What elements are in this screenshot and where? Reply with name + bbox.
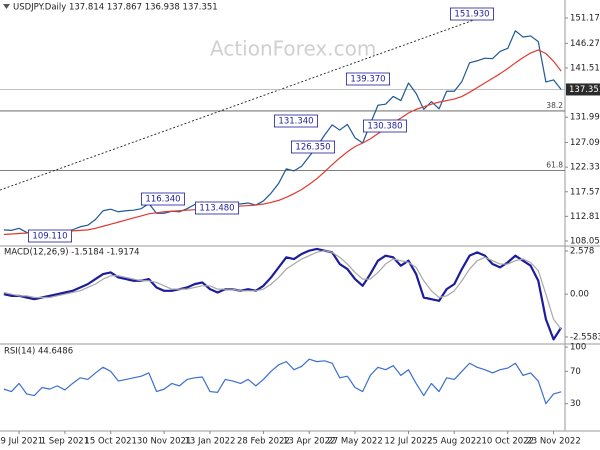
annotation-box (290, 140, 335, 154)
x-tick-label: 28 Feb 2022 (237, 437, 290, 447)
watermark: ActionForex.com (210, 37, 376, 61)
y-tick-label: 100 (570, 343, 586, 353)
y-tick-label: 112.810 (570, 212, 600, 222)
x-tick-label: 23 Nov 2022 (526, 437, 580, 447)
x-tick-label: 30 Nov 2021 (137, 437, 191, 447)
x-tick-label: 25 Aug 2022 (427, 437, 481, 447)
annotation-label: 109.110 (32, 232, 67, 242)
x-tick-label: 15 Oct 2021 (84, 437, 137, 447)
y-tick-label: 30 (570, 399, 581, 409)
y-tick-label: 131.990 (570, 113, 600, 123)
annotation-box (273, 114, 318, 128)
annotation-box (449, 7, 494, 21)
annotation-label: 126.350 (295, 143, 330, 153)
annotation-label: 113.480 (199, 204, 234, 214)
x-tick-label: 27 May 2022 (327, 437, 382, 447)
y-tick-label: 141.510 (570, 63, 600, 73)
series-line (3, 30, 562, 235)
chart-title: USDJPY.Daily 137.814 137.867 136.938 137… (13, 3, 218, 13)
y-tick-label: 108.050 (570, 236, 600, 246)
y-tick-label: 2.578 (570, 247, 594, 257)
y-tick-label: 122.330 (570, 163, 600, 173)
annotation-box (27, 229, 73, 243)
y-tick-label: 70 (570, 367, 581, 377)
last-price-label: 137.351 (569, 85, 600, 95)
annotation-box (194, 201, 239, 215)
annotation-box (345, 72, 390, 86)
x-tick-label: 1 Sep 2021 (41, 437, 89, 447)
series-line (3, 358, 562, 405)
y-tick-label: -2.5583 (570, 332, 600, 342)
y-tick-label: 146.270 (570, 39, 600, 49)
x-tick-label: 12 Jul 2022 (384, 437, 432, 447)
collapse-icon[interactable] (3, 4, 10, 9)
annotation-box (140, 192, 185, 206)
annotation-label: 130.380 (367, 122, 402, 132)
series-line (3, 250, 562, 330)
annotation-label: 151.930 (454, 10, 489, 20)
y-tick-label: 127.090 (570, 138, 600, 148)
series-line (3, 247, 563, 341)
x-tick-label: 13 Apr 2022 (283, 437, 336, 447)
panel-title: MACD(12,26,9) -1.5184 -1.9174 (4, 248, 140, 258)
series-line (3, 49, 562, 236)
y-tick-label: 117.570 (570, 187, 600, 197)
annotation-box (362, 119, 407, 133)
annotation-label: 131.340 (278, 117, 313, 127)
x-tick-label: 13 Jan 2022 (184, 437, 235, 447)
x-tick-label: 10 Oct 2022 (481, 437, 534, 447)
annotation-label: 139.370 (350, 75, 385, 85)
y-tick-label: 151.170 (570, 13, 600, 23)
level-label: 38.2 (546, 101, 563, 110)
y-tick-label: 0.00 (570, 290, 589, 300)
annotation-label: 116.340 (145, 195, 180, 205)
x-tick-label: 19 Jul 2021 (0, 437, 43, 447)
trend-line (0, 13, 491, 191)
panel-title: RSI(14) 44.6486 (4, 347, 73, 357)
level-label: 61.8 (546, 160, 563, 169)
last-price-box (566, 83, 600, 96)
